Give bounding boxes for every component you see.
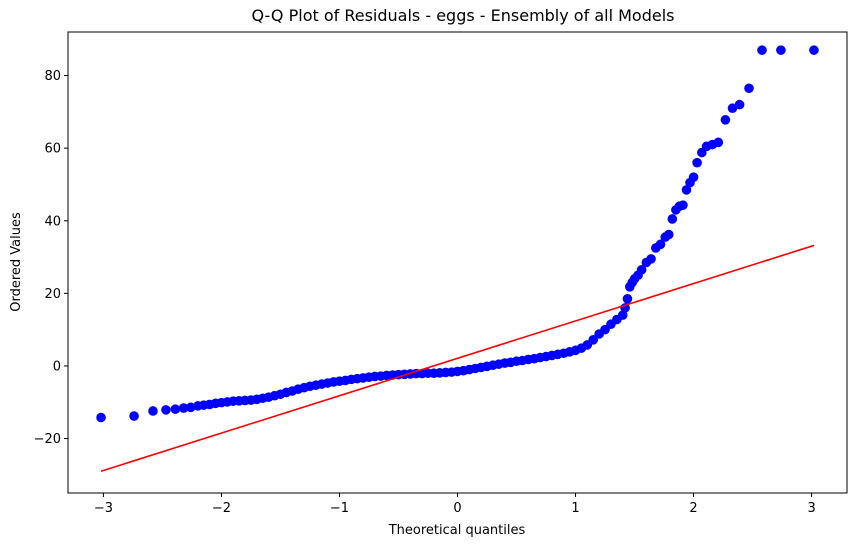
data-point — [809, 45, 819, 55]
x-axis: −3 −2 −1 0 1 2 3 — [94, 493, 816, 516]
data-point — [663, 229, 674, 240]
data-point — [776, 45, 786, 55]
y-tick-label: 0 — [53, 359, 61, 374]
y-tick-label: −20 — [34, 432, 61, 447]
y-axis: −20 0 20 40 60 80 — [34, 69, 68, 447]
data-point — [757, 45, 767, 55]
y-axis-title: Ordered Values — [9, 212, 24, 312]
x-tick-label: 3 — [807, 501, 815, 516]
data-point — [692, 157, 702, 168]
data-point — [667, 214, 678, 224]
data-point — [734, 99, 745, 110]
data-point — [148, 406, 158, 416]
data-point — [129, 411, 139, 421]
data-point — [178, 403, 189, 413]
data-point — [713, 137, 724, 148]
plot-area — [96, 45, 819, 472]
data-point — [622, 293, 633, 304]
data-point — [588, 335, 599, 345]
x-tick-label: 1 — [571, 501, 579, 516]
data-point — [720, 115, 731, 125]
data-point — [678, 200, 688, 210]
x-tick-label: −1 — [330, 501, 349, 516]
x-tick-label: −2 — [212, 501, 231, 516]
data-point — [688, 172, 699, 182]
data-point — [727, 103, 738, 114]
data-point — [655, 239, 666, 250]
x-tick-label: 0 — [453, 501, 461, 516]
y-tick-label: 20 — [44, 287, 61, 302]
x-tick-label: −3 — [94, 501, 113, 516]
x-tick-label: 2 — [689, 501, 697, 516]
data-point — [96, 412, 106, 423]
data-point — [617, 310, 628, 320]
chart-title: Q-Q Plot of Residuals - eggs - Ensembly … — [252, 6, 675, 25]
reference-line — [100, 244, 815, 472]
data-point — [170, 404, 181, 414]
x-axis-title: Theoretical quantiles — [388, 523, 526, 538]
data-point — [161, 405, 171, 415]
data-point — [636, 264, 647, 275]
y-tick-label: 60 — [44, 142, 61, 157]
data-point — [646, 254, 656, 264]
y-tick-label: 40 — [44, 214, 61, 229]
data-point — [681, 185, 692, 195]
y-tick-label: 80 — [44, 69, 61, 84]
data-point — [744, 83, 754, 94]
